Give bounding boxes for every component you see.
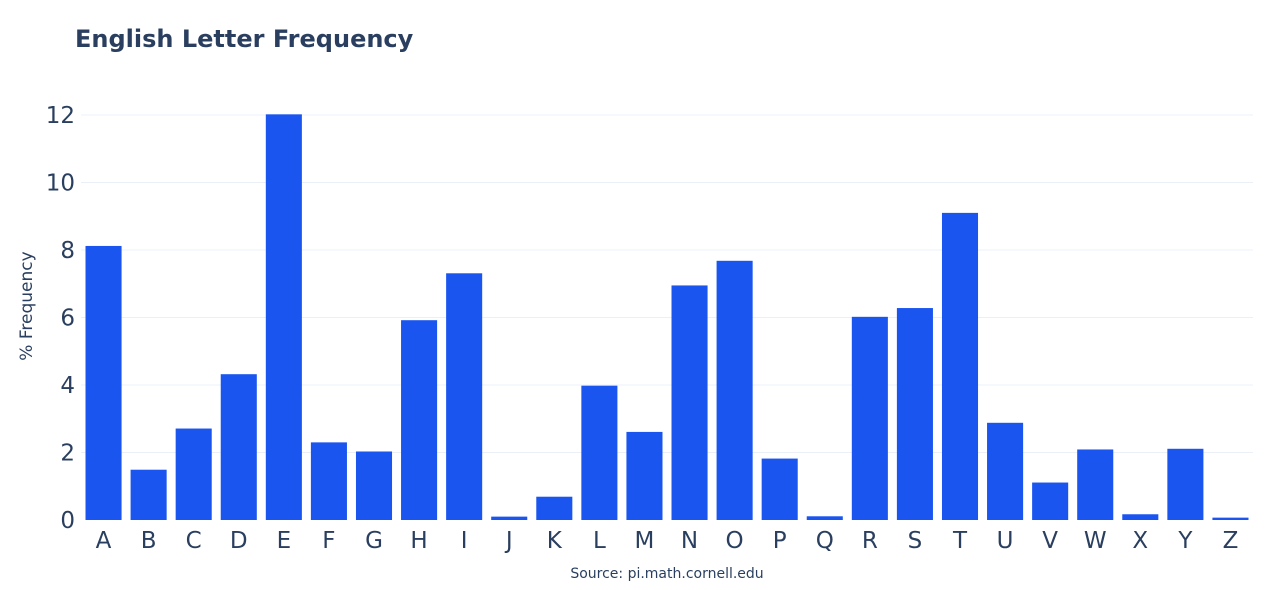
y-tick-label: 4 xyxy=(60,373,75,399)
source-annotation: Source: pi.math.cornell.edu xyxy=(570,566,763,582)
x-tick-label: R xyxy=(862,528,878,554)
x-tick-label: P xyxy=(773,528,787,554)
bar-b xyxy=(130,469,167,520)
bar-t xyxy=(941,212,979,520)
bar-r xyxy=(851,316,888,520)
bar-o xyxy=(716,260,753,520)
x-tick-label: C xyxy=(186,528,202,554)
bar-a xyxy=(85,245,122,520)
y-tick-label: 12 xyxy=(46,103,75,129)
bar-g xyxy=(355,451,393,520)
y-tick-label: 0 xyxy=(60,508,75,534)
x-tick-label: Q xyxy=(816,528,834,554)
bar-x xyxy=(1122,514,1159,520)
x-tick-label: V xyxy=(1042,528,1058,554)
bar-i xyxy=(446,273,483,520)
bar-f xyxy=(310,442,347,520)
x-tick-label: Z xyxy=(1223,528,1239,554)
bar-w xyxy=(1077,449,1114,520)
bar-l xyxy=(581,385,618,520)
bar-y xyxy=(1167,448,1204,520)
y-axis-label: % Frequency xyxy=(17,251,37,360)
bar-j xyxy=(491,516,528,520)
y-tick-label: 2 xyxy=(60,441,75,467)
y-tick-label: 10 xyxy=(46,171,75,197)
x-tick-label: F xyxy=(322,528,335,554)
x-tick-label: D xyxy=(230,528,248,554)
x-tick-label: J xyxy=(504,528,513,554)
x-tick-label: T xyxy=(952,528,968,554)
x-tick-label: M xyxy=(635,528,655,554)
x-tick-label: N xyxy=(681,528,698,554)
x-tick-label: K xyxy=(547,528,563,554)
bar-d xyxy=(220,374,257,520)
bar-h xyxy=(401,320,438,520)
bar-u xyxy=(987,422,1024,520)
y-tick-label: 8 xyxy=(60,238,75,264)
bar-v xyxy=(1032,482,1069,520)
bar-s xyxy=(896,308,933,520)
bar-e xyxy=(265,114,302,520)
x-tick-label: S xyxy=(908,528,923,554)
x-tick-label: Y xyxy=(1177,528,1193,554)
y-tick-label: 6 xyxy=(60,306,75,332)
x-tick-label: U xyxy=(997,528,1014,554)
x-tick-label: X xyxy=(1132,528,1148,554)
x-tick-label: I xyxy=(461,528,468,554)
x-tick-label: W xyxy=(1084,528,1107,554)
x-tick-label: E xyxy=(277,528,292,554)
x-tick-label: L xyxy=(593,528,606,554)
bar-m xyxy=(626,431,663,520)
x-tick-label: H xyxy=(410,528,427,554)
bar-z xyxy=(1212,517,1249,520)
x-tick-label: G xyxy=(365,528,383,554)
x-tick-label: B xyxy=(141,528,157,554)
bar-n xyxy=(671,285,708,520)
bar-c xyxy=(175,428,212,520)
y-axis-ticks: 0 2 4 6 8 10 12 xyxy=(46,103,75,534)
bars xyxy=(85,114,1249,520)
bar-q xyxy=(806,516,843,520)
x-tick-label: A xyxy=(96,528,112,554)
chart-title: English Letter Frequency xyxy=(75,25,414,53)
bar-k xyxy=(536,496,573,520)
bar-p xyxy=(761,458,798,520)
x-tick-label: O xyxy=(726,528,744,554)
